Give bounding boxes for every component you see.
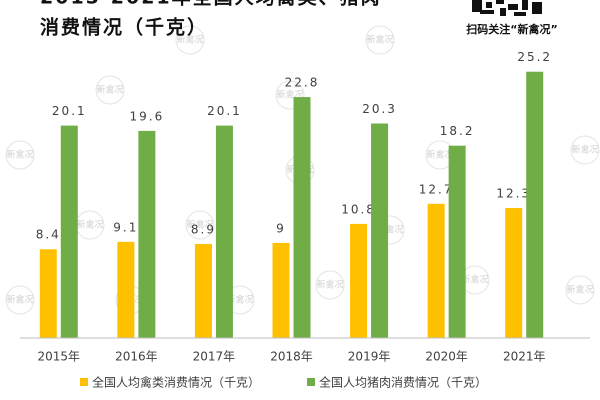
bar xyxy=(371,123,389,338)
bar xyxy=(427,203,445,338)
watermark-ring xyxy=(315,270,345,300)
qr-caption: 扫码关注“新禽况” xyxy=(466,22,557,36)
watermark: 新禽况 xyxy=(366,34,393,46)
watermark: 新禽况 xyxy=(186,219,213,231)
x-tick-label: 2021年 xyxy=(503,350,546,364)
watermark-ring xyxy=(365,25,395,55)
x-tick-label: 2020年 xyxy=(425,350,468,364)
x-tick-label: 2018年 xyxy=(270,350,313,364)
watermark-ring xyxy=(175,25,205,55)
bar xyxy=(505,208,523,338)
watermark: 新禽况 xyxy=(6,149,33,161)
watermark: 新禽况 xyxy=(176,34,203,46)
x-tick-label: 2017年 xyxy=(193,350,236,364)
watermark-ring xyxy=(5,285,35,315)
value-label: 12.3 xyxy=(496,187,531,201)
bar xyxy=(350,223,368,338)
value-label: 22.8 xyxy=(285,76,320,90)
watermark: 新禽况 xyxy=(426,149,453,161)
value-label: 9.1 xyxy=(113,220,138,234)
watermark-ring xyxy=(275,80,305,110)
value-label: 19.6 xyxy=(129,109,164,123)
value-label: 25.2 xyxy=(517,50,552,64)
bar xyxy=(448,145,466,338)
value-label: 20.1 xyxy=(207,104,242,118)
watermark: 新禽况 xyxy=(571,144,598,156)
watermark: 新禽况 xyxy=(316,279,343,291)
watermark-ring xyxy=(565,275,595,305)
legend-swatch xyxy=(80,378,88,386)
watermark: 新禽况 xyxy=(6,294,33,306)
watermark: 新禽况 xyxy=(566,284,593,296)
bar xyxy=(215,125,233,338)
value-label: 12.7 xyxy=(419,182,454,196)
watermark-ring xyxy=(95,75,125,105)
legend-swatch xyxy=(307,378,315,386)
bar xyxy=(117,241,135,338)
value-label: 8.4 xyxy=(36,228,61,242)
bar xyxy=(272,242,290,338)
watermark-ring xyxy=(5,140,35,170)
legend-label: 全国人均猪肉消费情况（千克） xyxy=(319,375,487,390)
value-label: 9 xyxy=(276,221,286,235)
bar xyxy=(194,243,212,338)
bar xyxy=(39,249,57,338)
watermark: 新禽况 xyxy=(461,274,488,286)
watermark: 新禽况 xyxy=(226,294,253,306)
qr-code xyxy=(470,0,542,16)
x-tick-label: 2016年 xyxy=(115,350,158,364)
value-label: 20.3 xyxy=(362,102,397,116)
bar xyxy=(293,97,311,338)
bar xyxy=(138,130,156,338)
chart-title: 消费情况（千克） xyxy=(40,16,208,39)
bar xyxy=(60,125,78,338)
value-label: 10.8 xyxy=(341,202,376,216)
legend-label: 全国人均禽类消费情况（千克） xyxy=(92,375,260,390)
watermark: 新禽况 xyxy=(76,219,103,231)
x-tick-label: 2015年 xyxy=(38,350,81,364)
watermark-ring xyxy=(570,135,600,165)
bar xyxy=(526,71,544,338)
watermark: 新禽况 xyxy=(96,84,123,96)
value-label: 8.9 xyxy=(191,222,216,236)
value-label: 18.2 xyxy=(440,124,475,138)
value-label: 20.1 xyxy=(52,104,87,118)
x-tick-label: 2019年 xyxy=(348,350,391,364)
watermark-ring xyxy=(185,210,215,240)
